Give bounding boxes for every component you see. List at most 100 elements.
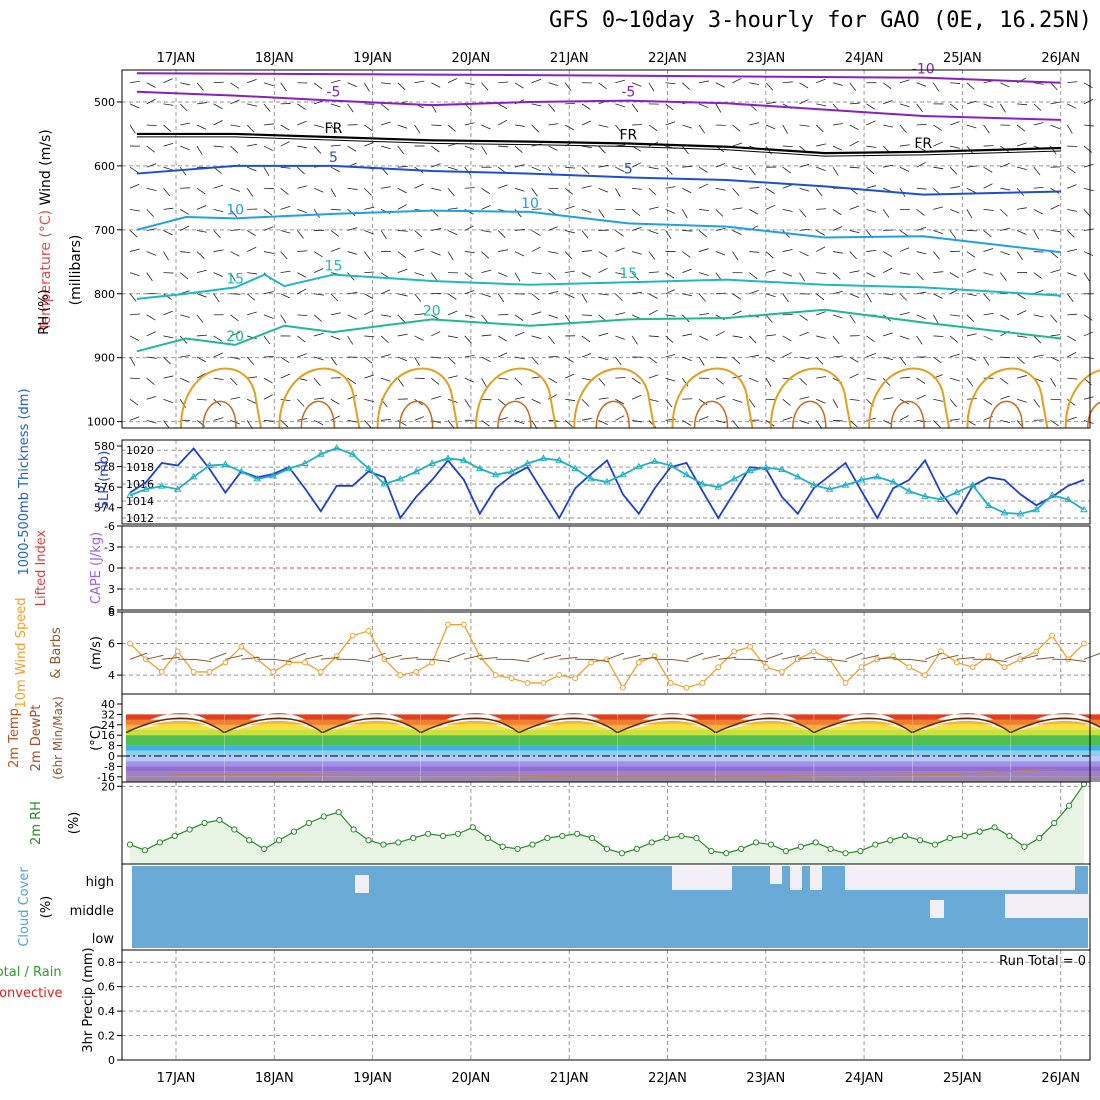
wind-barb [414, 80, 425, 84]
wind-barb [129, 652, 148, 660]
wind-barb [606, 652, 625, 660]
wind-barb [581, 230, 589, 239]
wind-barb [933, 335, 944, 337]
wind-barb [364, 293, 374, 300]
wind-speed-point [635, 659, 642, 666]
axis-label-part: RH (%) [37, 289, 52, 334]
wind-barb [497, 230, 506, 238]
wind-barb [698, 335, 709, 341]
wind-barb [956, 656, 975, 660]
wind-barb [866, 293, 872, 303]
wind-barb [481, 377, 487, 388]
wind-barb [765, 82, 774, 91]
wind-barb [765, 251, 774, 259]
wind-barb [581, 417, 592, 421]
wind-barb [581, 145, 592, 149]
temp-band [126, 761, 224, 767]
thickness-point [984, 501, 993, 509]
wind-barb [702, 654, 721, 660]
wind-barb [845, 652, 863, 660]
wind-barb [782, 166, 792, 174]
wind-barb [581, 103, 591, 110]
wind-barb [548, 314, 558, 319]
wind-barb [280, 356, 290, 363]
wind-barb [999, 103, 1006, 113]
rh-point [708, 847, 715, 855]
wind-barb [615, 293, 623, 302]
date-label: 19JAN [353, 51, 392, 66]
wind-barb [447, 230, 458, 236]
wind-barb [949, 398, 957, 408]
wind-barb [816, 398, 826, 404]
wind-barb [598, 356, 609, 361]
wind-barb [531, 124, 539, 133]
wind-barb [950, 145, 960, 149]
wind-barb [1083, 314, 1093, 321]
wind-barb [1083, 124, 1094, 127]
wind-barb [581, 314, 592, 316]
wind-barb [598, 293, 609, 296]
wind-barb [1033, 398, 1040, 408]
wind-barb [638, 656, 657, 660]
wind-barb [916, 314, 926, 320]
wind-barb [598, 377, 606, 386]
wind-barb [447, 207, 458, 210]
wind-barb [816, 272, 827, 274]
temp-band [715, 720, 814, 733]
wind-barb [849, 140, 859, 147]
wind-barb [1016, 335, 1028, 338]
wind-barb [430, 272, 438, 282]
axis-label: & Barbs [49, 627, 64, 679]
axis-label-part: (%) [67, 812, 82, 835]
wind-barb [380, 103, 390, 111]
cloud-gap [810, 866, 822, 890]
thickness-point [1032, 505, 1041, 513]
wind-barb [933, 271, 944, 274]
rh-point [514, 845, 521, 852]
wind-speed-point [1033, 648, 1040, 655]
wind-barb [715, 187, 726, 191]
temp-line [912, 717, 1011, 734]
isotherm-line [136, 90, 1061, 121]
wind-barb [481, 251, 490, 259]
wind-barb [899, 293, 908, 301]
wind-barb [849, 356, 859, 363]
wind-barb [213, 398, 222, 407]
isotherm-label: 20 [423, 303, 441, 319]
date-label: 23JAN [746, 1071, 785, 1086]
wind-barb [280, 82, 287, 92]
wind-barb [983, 335, 993, 341]
thickness-point [714, 483, 723, 490]
wind-barb [782, 416, 793, 421]
date-label: 21JAN [550, 51, 589, 66]
boundary-layer-contour [474, 367, 557, 429]
wind-barb [273, 658, 292, 663]
wind-speed-point [858, 664, 865, 671]
temp-band [912, 761, 1011, 767]
rh-point [305, 819, 312, 827]
wind-barb [916, 377, 926, 384]
wind-barb [514, 209, 522, 218]
wind-barb [782, 249, 793, 252]
temp-band [814, 718, 913, 733]
wind-speed-point [906, 664, 912, 671]
wind-barb [263, 356, 274, 358]
date-label: 21JAN [550, 1071, 589, 1086]
wind-barb [263, 226, 274, 231]
rh-point [395, 839, 402, 846]
lifted-tick-label: 3 [108, 583, 115, 596]
wind-barb [213, 208, 224, 213]
wind-barb [899, 415, 909, 421]
precip-tick-label: 0.2 [98, 1030, 116, 1043]
wind-barb [297, 314, 308, 317]
wind-barb [732, 124, 741, 132]
wind-barb [297, 398, 305, 407]
wind-barb [916, 82, 927, 87]
wind-barb [715, 103, 722, 113]
wind-barb [732, 251, 739, 261]
wind-barb [665, 121, 676, 126]
wind-barb [531, 103, 542, 107]
axis-label: 1000-500mb Thickness (dm) [17, 388, 32, 575]
wind-barb [966, 100, 977, 105]
axis-label: 10m Wind Speed [14, 598, 29, 709]
